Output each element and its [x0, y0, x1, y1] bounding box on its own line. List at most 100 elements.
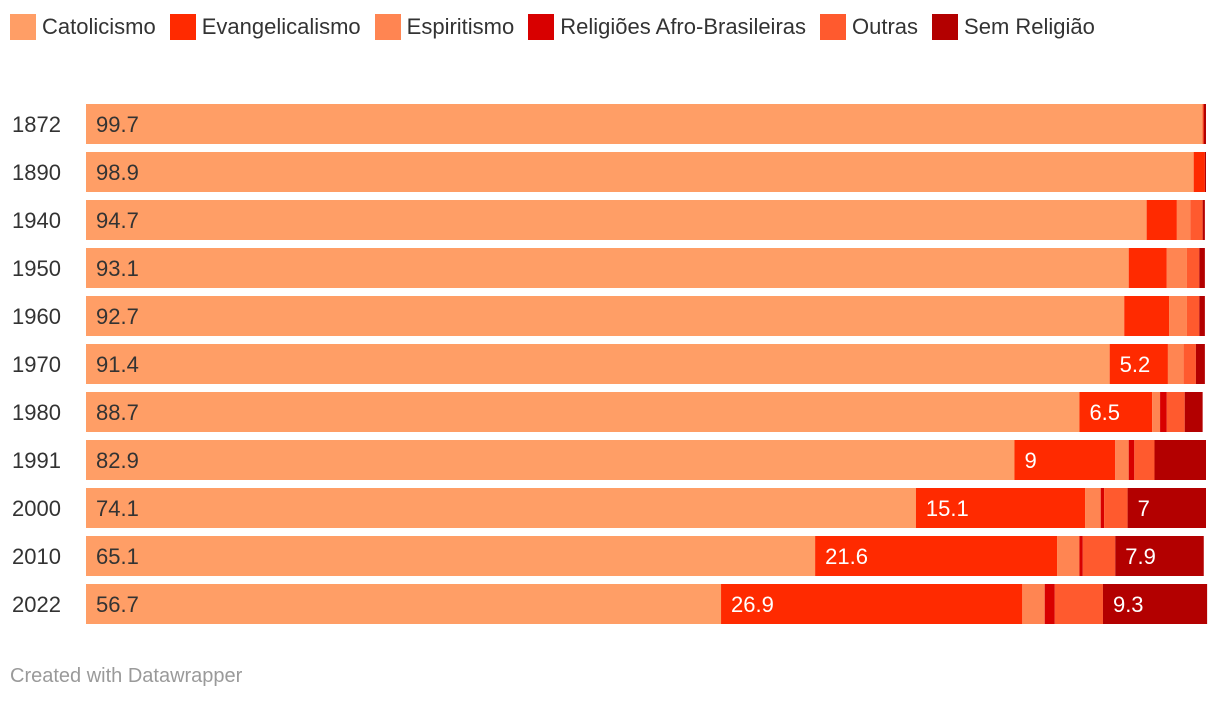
bar-segment [1085, 488, 1101, 528]
bar-segment [1154, 440, 1206, 480]
bar-segment [1199, 296, 1205, 336]
category-label: 2022 [12, 592, 61, 617]
bar-segment [721, 584, 1023, 624]
bar-segment [1166, 248, 1187, 288]
category-label: 1980 [12, 400, 61, 425]
bar-segment [1128, 440, 1135, 480]
bar-segment [1202, 200, 1205, 240]
data-label: 74.1 [96, 496, 139, 521]
bar-segment [86, 392, 1080, 432]
legend-swatch [528, 14, 555, 40]
bar-segment [1193, 152, 1205, 192]
bar-segment [1100, 488, 1105, 528]
bar-segment [1079, 536, 1083, 576]
category-label: 1872 [12, 112, 61, 137]
bar-segment [915, 488, 1086, 528]
data-label: 7.9 [1125, 544, 1156, 569]
bar-segment [1102, 584, 1208, 624]
data-label: 9.3 [1113, 592, 1144, 617]
bar-segment [86, 584, 722, 624]
bar-segment [1204, 152, 1206, 192]
data-label: 9 [1024, 448, 1036, 473]
bar-segment [1186, 296, 1200, 336]
data-label: 65.1 [96, 544, 139, 569]
legend-item: Evangelicalismo [169, 10, 361, 44]
bar-segment [86, 488, 916, 528]
footer-credit: Created with Datawrapper [10, 665, 243, 687]
data-label: 6.5 [1089, 400, 1120, 425]
bar-segment [86, 200, 1147, 240]
category-label: 1960 [12, 304, 61, 329]
category-label: 2010 [12, 544, 61, 569]
data-label: 56.7 [96, 592, 139, 617]
category-label: 2000 [12, 496, 61, 521]
chart-legend: Catolicismo Evangelicalismo Espiritismo Rel… [10, 10, 1200, 44]
bar-segment [1044, 584, 1055, 624]
legend-item: Outras [820, 10, 918, 44]
bar-segment [1199, 248, 1205, 288]
legend-swatch [374, 14, 401, 40]
bar-segment [1160, 392, 1167, 432]
legend-label: Espiritismo [406, 14, 515, 39]
bar-segment [1190, 200, 1203, 240]
data-label: 5.2 [1120, 352, 1151, 377]
data-label: 15.1 [926, 496, 969, 521]
data-label: 82.9 [96, 448, 139, 473]
legend-label: Religiões Afro-Brasileiras [560, 14, 807, 39]
category-label: 1950 [12, 256, 61, 281]
bar-segment [1169, 296, 1187, 336]
bar-segment [1109, 344, 1168, 384]
bar-segment [1146, 200, 1177, 240]
data-label: 99.7 [96, 112, 139, 137]
legend-label: Outras [852, 14, 919, 39]
bar-segment [1079, 392, 1153, 432]
data-label: 94.7 [96, 208, 139, 233]
data-label: 26.9 [731, 592, 774, 617]
data-label: 88.7 [96, 400, 139, 425]
data-label: 91.4 [96, 352, 139, 377]
data-label: 93.1 [96, 256, 139, 281]
bar-segment [1166, 392, 1185, 432]
data-label: 7 [1138, 496, 1150, 521]
legend-item: Sem Religião [932, 10, 1095, 44]
bar-segment [1127, 488, 1206, 528]
legend-swatch [820, 14, 847, 40]
bar-segment [1183, 344, 1196, 384]
bar-segment [1124, 296, 1170, 336]
category-label: 1940 [12, 208, 61, 233]
bar-segment [1128, 248, 1167, 288]
bar-segment [1115, 536, 1204, 576]
data-label: 21.6 [825, 544, 868, 569]
bar-segment [1134, 440, 1155, 480]
bar-segment [86, 104, 1203, 144]
category-label: 1991 [12, 448, 61, 473]
legend-label: Evangelicalismo [201, 14, 361, 39]
bar-segment [1195, 344, 1205, 384]
bar-segment [86, 296, 1125, 336]
legend-item: Catolicismo [10, 10, 156, 44]
legend-swatch [932, 14, 959, 40]
bar-segment [1167, 344, 1184, 384]
bar-segment [1176, 200, 1191, 240]
legend-label: Sem Religião [964, 14, 1095, 39]
legend-swatch [169, 14, 196, 40]
data-label: 92.7 [96, 304, 139, 329]
bar-segment [1202, 104, 1204, 144]
bar-segment [86, 248, 1129, 288]
legend-item: Espiritismo [374, 10, 515, 44]
legend-label: Catolicismo [42, 14, 156, 39]
bar-segment [1115, 440, 1129, 480]
data-label: 98.9 [96, 160, 139, 185]
bar-segment [1022, 584, 1045, 624]
bar-segment [86, 152, 1194, 192]
bar-segment [86, 440, 1015, 480]
bar-segment [815, 536, 1058, 576]
legend-swatch [10, 14, 36, 40]
bar-segment [1014, 440, 1116, 480]
bar-segment [1184, 392, 1203, 432]
category-label: 1970 [12, 352, 61, 377]
bar-segment [86, 536, 816, 576]
bar-segment [1104, 488, 1128, 528]
bar-segment [1186, 248, 1200, 288]
